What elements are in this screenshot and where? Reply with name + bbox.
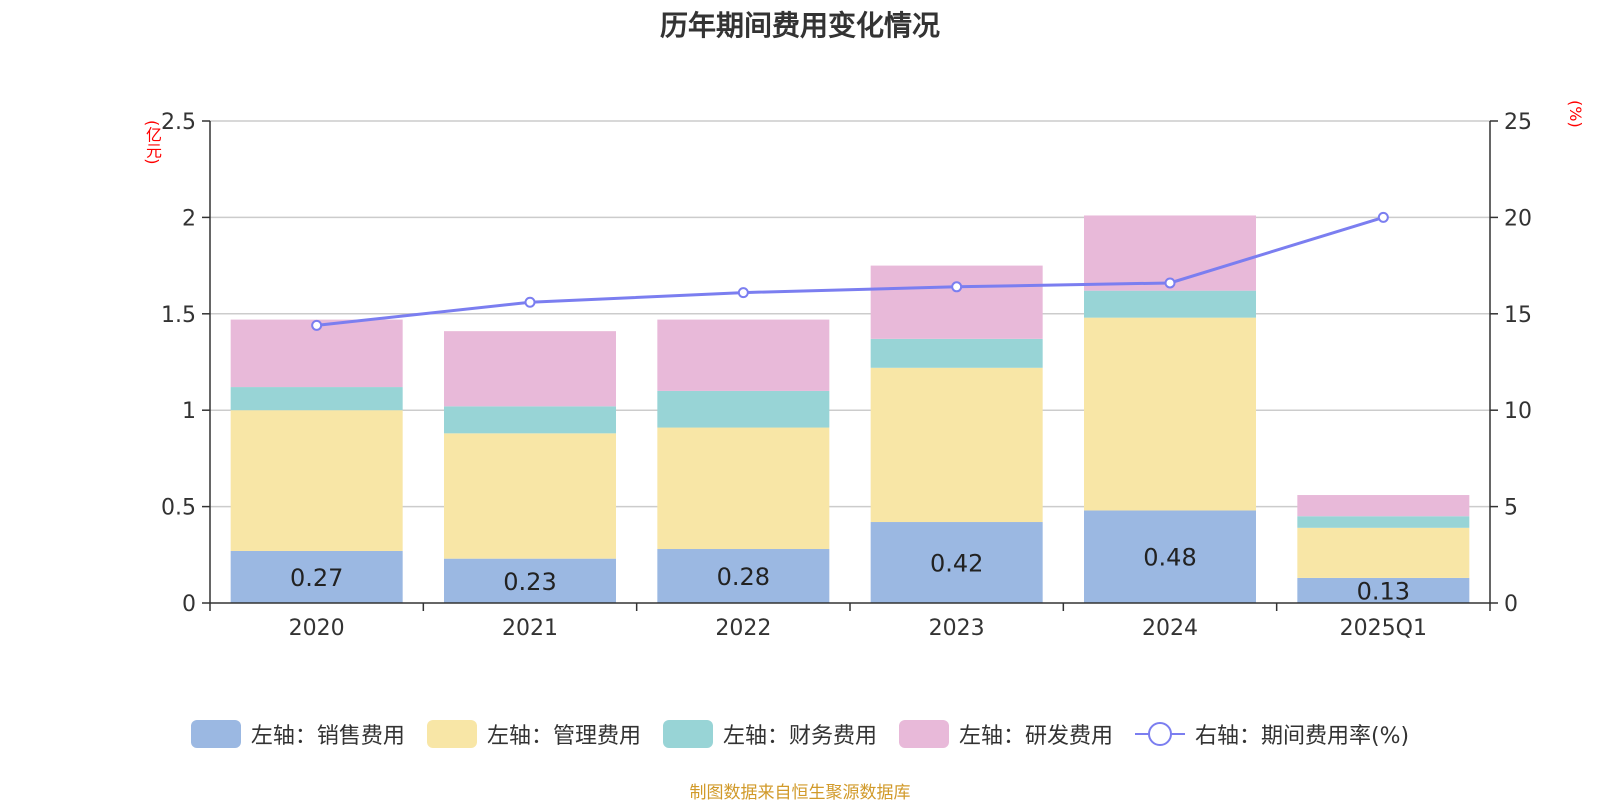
expense-rate-point xyxy=(737,287,749,299)
chart-title: 历年期间费用变化情况 xyxy=(659,9,940,42)
bar-segment-2020-0 xyxy=(230,550,403,603)
left-axis-tick-label: 1 xyxy=(182,399,196,424)
legend-label-sales: 左轴：销售费用 xyxy=(250,724,405,749)
bar-segment-2021-1 xyxy=(444,433,616,559)
legend-label-expense-rate: 右轴：期间费用率(%) xyxy=(1194,724,1410,749)
legend-item-finance[interactable]: 左轴：财务费用 xyxy=(662,718,877,750)
expense-rate-line xyxy=(316,215,1384,327)
right-axis-tick-label: 5 xyxy=(1504,496,1518,521)
bar-segment-2025Q1-1 xyxy=(1297,527,1470,578)
right-axis-tick-label: 10 xyxy=(1504,399,1532,424)
legend-swatch-sales xyxy=(190,720,241,748)
legend-label-finance: 左轴：财务费用 xyxy=(722,724,877,749)
bar-segment-2024-0 xyxy=(1084,510,1256,603)
x-axis-tick-label: 2023 xyxy=(929,616,985,641)
left-axis-tick-label: 0 xyxy=(182,592,196,617)
x-axis-tick-label: 2021 xyxy=(502,616,558,641)
left-axis-tick-label: 0.5 xyxy=(161,496,196,521)
x-axis-tick-label: 2025Q1 xyxy=(1340,616,1427,641)
legend-item-sales[interactable]: 左轴：销售费用 xyxy=(190,718,405,750)
left-axis-tick-label: 2 xyxy=(182,206,196,231)
bar-segment-2025Q1-0 xyxy=(1297,577,1470,603)
x-axis-tick-label: 2022 xyxy=(715,616,771,641)
bar-segment-2020-1 xyxy=(230,410,403,551)
legend-swatch-finance xyxy=(662,720,713,748)
bar-data-label: 0.13 xyxy=(1357,577,1410,605)
left-axis-tick-label: 2.5 xyxy=(161,110,196,135)
bar-segment-2021-3 xyxy=(444,331,616,407)
legend: 左轴：销售费用 左轴：管理费用 左轴：财务费用 左轴：研发费用 右轴：期间费用率… xyxy=(0,718,1600,750)
bar-segment-2022-3 xyxy=(657,319,830,391)
bar-segment-2021-0 xyxy=(444,558,616,603)
expense-rate-point xyxy=(1164,277,1176,289)
expense-rate-point xyxy=(524,296,536,308)
bar-segment-2025Q1-2 xyxy=(1297,516,1470,528)
legend-label-rd: 左轴：研发费用 xyxy=(958,724,1113,749)
data-source-note: 制图数据来自恒生聚源数据库 xyxy=(689,783,911,803)
bar-segment-2023-3 xyxy=(870,265,1043,339)
legend-item-expense-rate[interactable]: 右轴：期间费用率(%) xyxy=(1134,718,1410,750)
x-axis-tick-label: 2020 xyxy=(289,616,345,641)
bar-segment-2024-1 xyxy=(1084,317,1256,511)
left-axis-tick-label: 1.5 xyxy=(161,303,196,328)
legend-swatch-rd xyxy=(898,720,949,748)
right-axis-tick-label: 20 xyxy=(1504,206,1532,231)
legend-line-icon xyxy=(1134,722,1185,746)
right-axis-tick-label: 0 xyxy=(1504,592,1518,617)
right-axis-tick-label: 15 xyxy=(1504,303,1532,328)
bar-data-label: 0.42 xyxy=(930,550,983,578)
legend-label-admin: 左轴：管理费用 xyxy=(486,724,641,749)
bar-segment-2023-0 xyxy=(870,522,1043,603)
x-axis-tick-label: 2024 xyxy=(1142,616,1198,641)
bar-segment-2024-2 xyxy=(1084,290,1256,318)
bar-segment-2023-1 xyxy=(870,367,1043,523)
bar-data-label: 0.48 xyxy=(1143,544,1196,572)
expense-rate-point xyxy=(951,281,963,293)
legend-swatch-admin xyxy=(426,720,477,748)
expense-rate-point xyxy=(311,319,323,331)
bar-segment-2025Q1-3 xyxy=(1297,495,1470,517)
legend-item-admin[interactable]: 左轴：管理费用 xyxy=(426,718,641,750)
right-axis-tick-label: 25 xyxy=(1504,110,1532,135)
right-axis-unit: (%) xyxy=(1566,100,1585,128)
bar-data-label: 0.27 xyxy=(290,564,343,592)
bar-segment-2020-2 xyxy=(230,387,403,411)
expense-rate-point xyxy=(1377,211,1389,223)
bar-data-label: 0.23 xyxy=(503,568,556,596)
bar-segment-2022-0 xyxy=(657,549,830,603)
bar-segment-2022-1 xyxy=(657,427,830,550)
left-axis-unit: (亿元) xyxy=(143,120,162,165)
bar-data-label: 0.28 xyxy=(717,563,770,591)
bar-segment-2023-2 xyxy=(870,338,1043,368)
bar-segment-2021-2 xyxy=(444,406,616,434)
bar-segment-2022-2 xyxy=(657,390,830,428)
legend-item-rd[interactable]: 左轴：研发费用 xyxy=(898,718,1113,750)
